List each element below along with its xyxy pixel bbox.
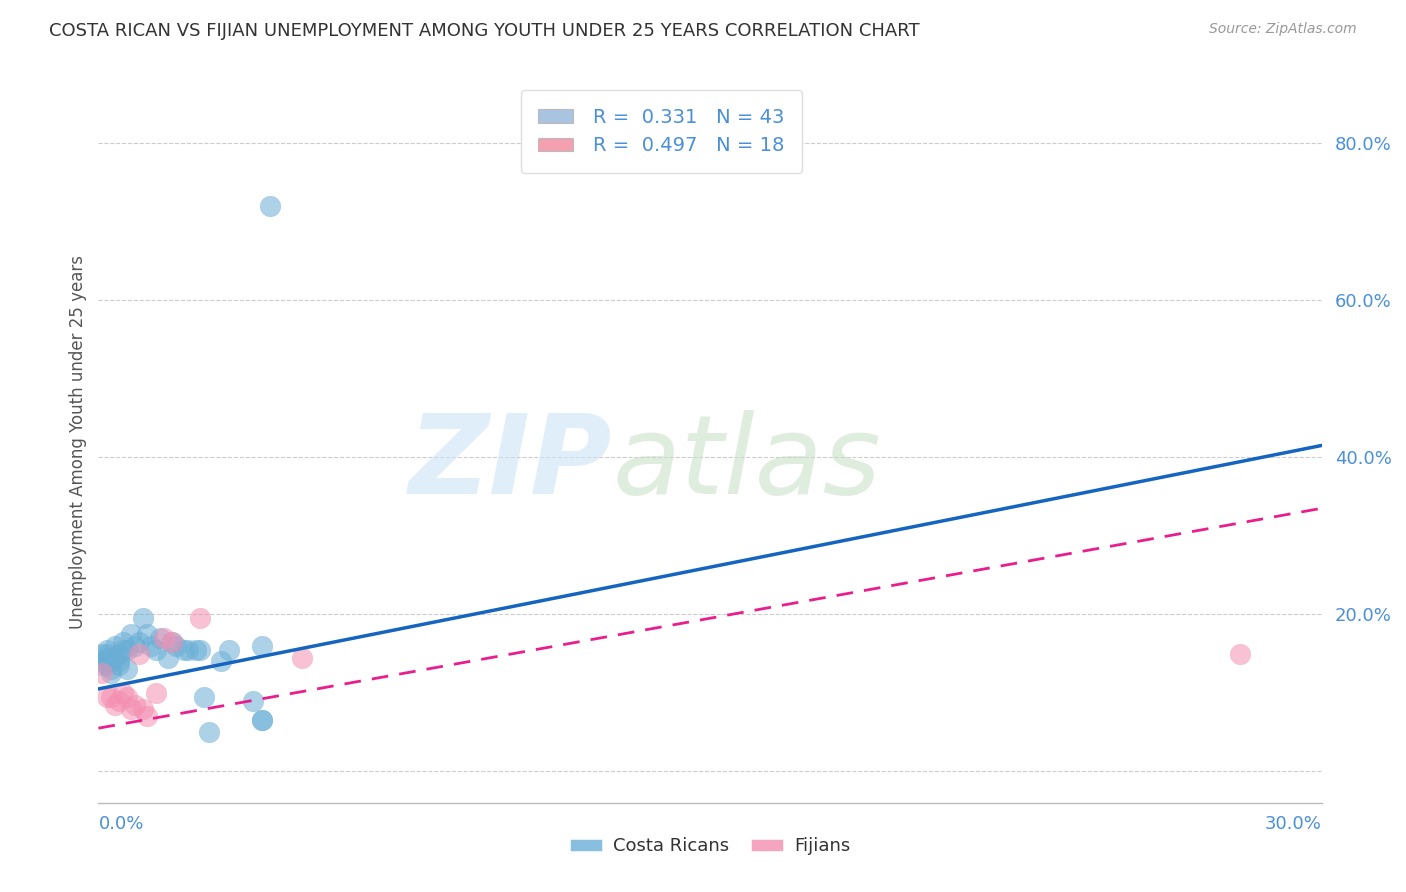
Point <box>141 639 163 653</box>
Point <box>218 642 240 657</box>
Point <box>136 627 159 641</box>
Point <box>115 662 138 676</box>
Point <box>124 698 146 712</box>
Point <box>1229 647 1251 661</box>
Point <box>100 655 122 669</box>
Point <box>104 639 127 653</box>
Point <box>136 709 159 723</box>
Point <box>111 635 134 649</box>
Point <box>291 650 314 665</box>
Point <box>124 639 146 653</box>
Point <box>128 635 150 649</box>
Point <box>108 694 131 708</box>
Point <box>96 647 118 661</box>
Point <box>104 650 127 665</box>
Text: ZIP: ZIP <box>409 409 612 516</box>
Point <box>100 666 122 681</box>
Point <box>115 642 138 657</box>
Text: 30.0%: 30.0% <box>1265 814 1322 832</box>
Point <box>177 642 200 657</box>
Point <box>165 639 187 653</box>
Point <box>145 642 167 657</box>
Point <box>188 642 212 657</box>
Point <box>197 725 219 739</box>
Point <box>115 690 138 704</box>
Point <box>152 631 174 645</box>
Text: COSTA RICAN VS FIJIAN UNEMPLOYMENT AMONG YOUTH UNDER 25 YEARS CORRELATION CHART: COSTA RICAN VS FIJIAN UNEMPLOYMENT AMONG… <box>49 22 920 40</box>
Point <box>250 714 273 728</box>
Point <box>188 611 212 625</box>
Point <box>91 666 114 681</box>
Point <box>250 639 273 653</box>
Point <box>132 611 155 625</box>
Point <box>259 199 281 213</box>
Point <box>91 658 114 673</box>
Point <box>156 650 179 665</box>
Y-axis label: Unemployment Among Youth under 25 years: Unemployment Among Youth under 25 years <box>69 254 87 629</box>
Point <box>111 686 134 700</box>
Point <box>96 690 118 704</box>
Point <box>108 647 131 661</box>
Point <box>120 627 142 641</box>
Point <box>173 642 195 657</box>
Point <box>100 662 122 676</box>
Point <box>91 647 114 661</box>
Point <box>128 647 150 661</box>
Point <box>111 642 134 657</box>
Point <box>242 694 264 708</box>
Text: 0.0%: 0.0% <box>98 814 143 832</box>
Point <box>160 635 183 649</box>
Point <box>96 642 118 657</box>
Point <box>120 701 142 715</box>
Point <box>108 655 131 669</box>
Text: Source: ZipAtlas.com: Source: ZipAtlas.com <box>1209 22 1357 37</box>
Text: atlas: atlas <box>612 409 880 516</box>
Point <box>209 655 232 669</box>
Point <box>250 714 273 728</box>
Point <box>108 658 131 673</box>
Point <box>104 698 127 712</box>
Point <box>145 686 167 700</box>
Legend: Costa Ricans, Fijians: Costa Ricans, Fijians <box>562 830 858 863</box>
Point <box>186 642 208 657</box>
Point <box>132 701 155 715</box>
Point <box>100 690 122 704</box>
Point <box>149 631 172 645</box>
Point <box>160 635 183 649</box>
Point <box>96 658 118 673</box>
Point <box>96 650 118 665</box>
Point <box>91 655 114 669</box>
Point <box>193 690 215 704</box>
